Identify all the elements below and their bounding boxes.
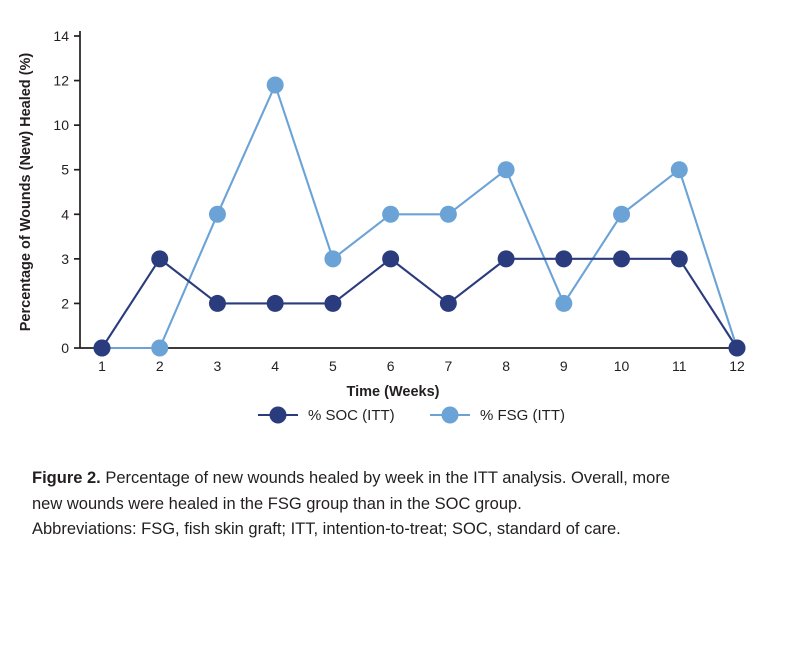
x-tick-label: 11 [672,358,687,374]
data-point[interactable] [151,339,169,357]
y-tick-label: 0 [61,340,69,356]
caption-abbreviations: Abbreviations: FSG, fish skin graft; ITT… [32,520,621,539]
legend-swatch-marker [269,406,287,424]
figure-label: Figure 2. [32,469,101,487]
x-tick-label: 6 [387,358,395,374]
data-point[interactable] [439,294,457,312]
x-tick-label: 4 [271,358,279,374]
data-point[interactable] [93,339,111,357]
y-axis-title: Percentage of Wounds (New) Healed (%) [18,53,34,332]
series-line [100,257,739,350]
x-tick-label: 10 [614,358,630,374]
x-tick-label: 7 [444,358,452,374]
data-point[interactable] [266,76,284,94]
data-point[interactable] [439,205,457,223]
data-point[interactable] [266,294,284,312]
data-point[interactable] [555,294,573,312]
y-tick-label: 3 [61,251,69,267]
data-point[interactable] [324,250,342,268]
data-point[interactable] [324,294,342,312]
data-point[interactable] [670,250,688,268]
x-tick-label: 8 [502,358,510,374]
data-point[interactable] [208,205,226,223]
data-point[interactable] [497,250,515,268]
x-axis-title: Time (Weeks) [347,384,440,400]
x-tick-label: 9 [560,358,568,374]
series-line [100,83,739,350]
axis-titles: Time (Weeks) Percentage of Wounds (New) H… [18,53,440,400]
legend-swatch-marker [441,406,459,424]
x-tick-label: 2 [156,358,164,374]
x-tick-label: 12 [729,358,745,374]
y-tick-label: 12 [53,73,69,89]
data-point[interactable] [208,294,226,312]
legend-label: % FSG (ITT) [480,407,565,424]
series-soc [93,250,746,357]
chart-legend: % SOC (ITT) % FSG (ITT) [258,406,565,424]
y-tick-label: 2 [61,295,69,311]
x-tick-label: 1 [98,358,106,374]
caption-text: Percentage of new wounds healed by week … [32,469,671,513]
data-point[interactable] [613,205,631,223]
data-point[interactable] [728,339,746,357]
data-point[interactable] [497,161,515,179]
y-tick-label: 10 [53,117,69,133]
y-tick-label: 4 [61,206,69,222]
y-tick-label: 5 [61,162,69,178]
data-point[interactable] [613,250,631,268]
data-point[interactable] [151,250,169,268]
data-point[interactable] [382,250,400,268]
data-point[interactable] [670,161,688,179]
data-point[interactable] [382,205,400,223]
series-fsg [93,76,746,357]
figure-2: 0 2 3 4 5 10 12 14 1 2 3 4 5 6 7 8 9 10 11 12 Time (Weeks) Pe… [18,28,746,424]
data-point[interactable] [555,250,573,268]
caption-main: Figure 2. Percentage of new wounds heale… [32,466,672,517]
x-tick-label: 3 [214,358,222,374]
x-tick-label: 5 [329,358,337,374]
y-tick-label: 14 [53,28,69,44]
legend-label: % SOC (ITT) [308,407,395,424]
figure-caption: Figure 2. Percentage of new wounds heale… [32,466,672,543]
